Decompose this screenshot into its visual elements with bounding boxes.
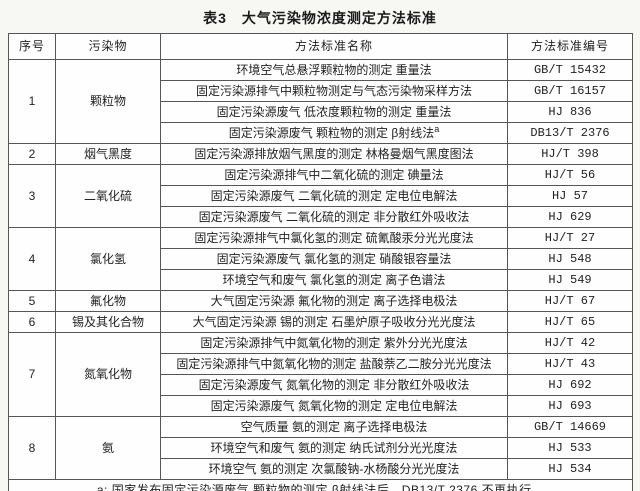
method-name-cell: 固定污染源排气中氯化氢的测定 硫氰酸汞分光光度法 [160, 227, 508, 249]
method-code-cell: HJ 693 [507, 395, 633, 417]
footnote-text: a: 国家发布固定污染源废气 颗粒物的测定 β射线法后，DB13/T 2376 … [8, 479, 633, 491]
table-row: 固定污染源废气 二氧化硫的测定 非分散红外吸收法 HJ 629 [9, 206, 633, 228]
footnote-marker: a [434, 123, 440, 134]
method-code-cell: HJ 549 [507, 269, 633, 291]
method-name-cell: 固定污染源排气中二氧化硫的测定 碘量法 [160, 164, 508, 186]
seq-cell: 6 [8, 311, 56, 333]
header-row: 序号 污染物 方法标准名称 方法标准编号 [8, 33, 633, 60]
method-code-cell: HJ 692 [507, 374, 633, 396]
col-header-method-code: 方法标准编号 [507, 33, 633, 60]
method-name-cell: 固定污染源废气 氮氧化物的测定 定电位电解法 [160, 395, 508, 417]
method-code-cell: HJ/T 43 [507, 353, 633, 375]
method-code-cell: HJ/T 398 [507, 143, 633, 165]
method-code-cell: HJ/T 65 [507, 311, 633, 333]
page-title: 表3 大气污染物浓度测定方法标准 [203, 10, 437, 26]
table-row: 1 颗粒物 环境空气总悬浮颗粒物的测定 重量法 GB/T 15432 [8, 59, 633, 144]
table-row: 固定污染源废气 氮氧化物的测定 非分散红外吸收法 HJ 692 [9, 374, 633, 396]
method-code-cell: HJ/T 27 [507, 227, 633, 249]
pollutant-cell: 氯化氢 [55, 227, 161, 291]
table-row: 环境空气和废气 氨的测定 纳氏试剂分光光度法 HJ 533 [9, 437, 633, 459]
table-row: 7 氮氧化物 固定污染源排气中氮氧化物的测定 紫外分光光度法 HJ/T 42 [8, 332, 633, 417]
method-code-cell: HJ 533 [507, 437, 633, 459]
method-name-cell: 环境空气总悬浮颗粒物的测定 重量法 [160, 59, 508, 81]
method-code-cell: HJ/T 56 [507, 164, 633, 186]
pollutant-cell: 二氧化硫 [55, 164, 161, 228]
seq-cell: 7 [8, 332, 56, 417]
method-name-cell: 固定污染源废气 颗粒物的测定 β射线法a [160, 122, 508, 144]
pollutant-cell: 氨 [55, 416, 161, 480]
seq-cell: 3 [8, 164, 56, 228]
seq-cell: 8 [8, 416, 56, 480]
method-name-cell: 固定污染源排气中氮氧化物的测定 盐酸萘乙二胺分光光度法 [160, 353, 508, 375]
pollutant-cell: 锡及其化合物 [55, 311, 161, 333]
method-name-cell: 固定污染源排气中氮氧化物的测定 紫外分光光度法 [160, 332, 508, 354]
method-code-cell: DB13/T 2376 [507, 122, 633, 144]
method-name-cell: 固定污染源排气中颗粒物测定与气态污染物采样方法 [160, 80, 508, 102]
method-name-text: 固定污染源废气 颗粒物的测定 β射线法 [228, 125, 435, 140]
method-code-cell: GB/T 14669 [507, 416, 633, 438]
col-header-pollutant: 污染物 [55, 33, 161, 60]
method-name-cell: 固定污染源废气 二氧化硫的测定 非分散红外吸收法 [160, 206, 508, 228]
table-row: 3 二氧化硫 固定污染源排气中二氧化硫的测定 碘量法 HJ/T 56 [8, 164, 633, 228]
col-header-seq: 序号 [8, 33, 56, 60]
method-code-cell: GB/T 15432 [507, 59, 633, 81]
table-row: 环境空气 氨的测定 次氯酸钠-水杨酸分光光度法 HJ 534 [9, 458, 633, 480]
table-row: 固定污染源废气 二氧化硫的测定 定电位电解法 HJ 57 [9, 185, 633, 207]
method-code-cell: HJ/T 42 [507, 332, 633, 354]
table-row: 4 氯化氢 固定污染源排气中氯化氢的测定 硫氰酸汞分光光度法 HJ/T 27 [8, 227, 633, 291]
pollutant-cell: 氟化物 [55, 290, 161, 312]
table-row: 固定污染源废气 氮氧化物的测定 定电位电解法 HJ 693 [9, 395, 633, 417]
col-header-method-name: 方法标准名称 [160, 33, 508, 60]
method-name-cell: 固定污染源废气 低浓度颗粒物的测定 重量法 [160, 101, 508, 123]
method-code-cell: GB/T 16157 [507, 80, 633, 102]
pollutant-cell: 氮氧化物 [55, 332, 161, 417]
method-name-cell: 固定污染源排放烟气黑度的测定 林格曼烟气黑度图法 [160, 143, 508, 165]
method-name-cell: 环境空气和废气 氯化氢的测定 离子色谱法 [160, 269, 508, 291]
table-row: 固定污染源排气中颗粒物测定与气态污染物采样方法 GB/T 16157 [9, 80, 633, 102]
method-name-cell: 环境空气 氨的测定 次氯酸钠-水杨酸分光光度法 [160, 458, 508, 480]
seq-cell: 4 [8, 227, 56, 291]
table-row: 固定污染源废气 氯化氢的测定 硝酸银容量法 HJ 548 [9, 248, 633, 270]
method-code-cell: HJ 548 [507, 248, 633, 270]
method-code-cell: HJ 57 [507, 185, 633, 207]
method-code-cell: HJ 629 [507, 206, 633, 228]
table-row: 固定污染源排气中氮氧化物的测定 盐酸萘乙二胺分光光度法 HJ/T 43 [9, 353, 633, 375]
method-code-cell: HJ/T 67 [507, 290, 633, 312]
method-name-cell: 空气质量 氨的测定 离子选择电极法 [160, 416, 508, 438]
pollutant-cell: 烟气黑度 [55, 143, 161, 165]
table-row: 6 锡及其化合物 大气固定污染源 锡的测定 石墨炉原子吸收分光光度法 HJ/T … [8, 311, 633, 333]
method-standards-table: 序号 污染物 方法标准名称 方法标准编号 1 颗粒物 环境空气总悬浮颗粒物的测定… [8, 33, 633, 491]
method-name-cell: 大气固定污染源 锡的测定 石墨炉原子吸收分光光度法 [160, 311, 508, 333]
method-code-cell: HJ 836 [507, 101, 633, 123]
seq-cell: 2 [8, 143, 56, 165]
table-row: 8 氨 空气质量 氨的测定 离子选择电极法 GB/T 14669 [8, 416, 633, 480]
table-row: 2 烟气黑度 固定污染源排放烟气黑度的测定 林格曼烟气黑度图法 HJ/T 398 [8, 143, 633, 165]
method-name-cell: 大气固定污染源 氟化物的测定 离子选择电极法 [160, 290, 508, 312]
table-row: 5 氟化物 大气固定污染源 氟化物的测定 离子选择电极法 HJ/T 67 [8, 290, 633, 312]
seq-cell: 1 [8, 59, 56, 144]
method-name-cell: 固定污染源废气 氯化氢的测定 硝酸银容量法 [160, 248, 508, 270]
table-row: 环境空气和废气 氯化氢的测定 离子色谱法 HJ 549 [9, 269, 633, 291]
seq-cell: 5 [8, 290, 56, 312]
pollutant-cell: 颗粒物 [55, 59, 161, 144]
method-name-cell: 环境空气和废气 氨的测定 纳氏试剂分光光度法 [160, 437, 508, 459]
method-name-cell: 固定污染源废气 二氧化硫的测定 定电位电解法 [160, 185, 508, 207]
method-code-cell: HJ 534 [507, 458, 633, 480]
footnote-row: a: 国家发布固定污染源废气 颗粒物的测定 β射线法后，DB13/T 2376 … [8, 479, 633, 491]
method-name-cell: 固定污染源废气 氮氧化物的测定 非分散红外吸收法 [160, 374, 508, 396]
